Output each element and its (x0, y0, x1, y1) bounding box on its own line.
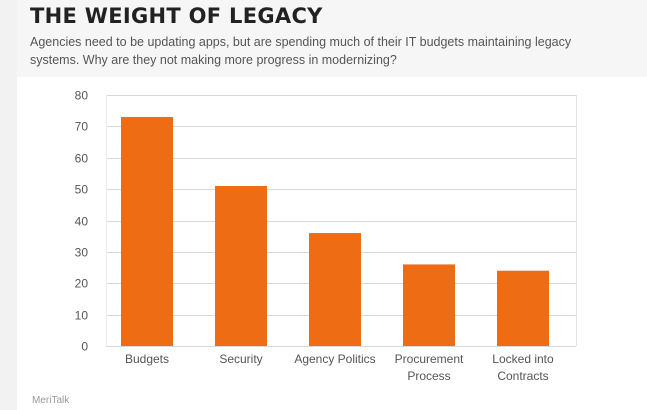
x-tick-label: Locked into (492, 352, 554, 366)
chart-title: THE WEIGHT OF LEGACY (30, 4, 323, 28)
bar-security (215, 185, 267, 346)
bar-budgets (121, 116, 173, 347)
left-margin-strip (0, 0, 17, 410)
y-tick-label: 40 (75, 215, 89, 229)
y-tick-label: 10 (75, 309, 89, 323)
chart-subtitle: Agencies need to be updating apps, but a… (30, 35, 572, 67)
y-tick-label: 50 (75, 183, 89, 197)
x-tick-label: Budgets (125, 352, 169, 366)
y-tick-label: 0 (81, 340, 88, 354)
x-tick-label: Procurement (395, 352, 464, 366)
x-tick-label: Security (219, 352, 262, 366)
source-credit: MeriTalk (32, 395, 70, 406)
x-axis-labels: Budgets Security Agency Politics Procuremen… (125, 352, 554, 383)
x-tick-label: Contracts (497, 369, 548, 383)
y-tick-label: 20 (75, 277, 89, 291)
y-tick-label: 60 (75, 152, 89, 166)
bar-procurement-process (403, 264, 455, 346)
bar-agency-politics (309, 233, 361, 346)
y-tick-label: 30 (75, 246, 89, 260)
y-axis-ticks: 0 10 20 30 40 50 60 70 80 (75, 89, 89, 354)
header-panel (17, 0, 647, 77)
bars (121, 116, 549, 347)
y-tick-label: 70 (75, 120, 89, 134)
y-tick-label: 80 (75, 89, 89, 103)
x-tick-label: Agency Politics (294, 352, 375, 366)
x-tick-label: Process (407, 369, 450, 383)
bar-locked-into-contracts (497, 270, 549, 346)
